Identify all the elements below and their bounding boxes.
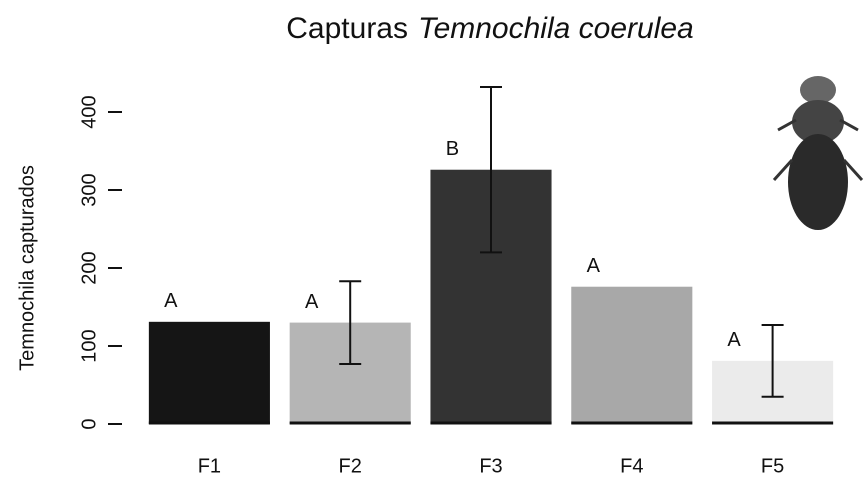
bar [149, 322, 270, 424]
y-tick-label: 300 [78, 173, 100, 206]
y-tick-label: 0 [78, 418, 100, 429]
bar [571, 287, 692, 424]
y-tick-label: 400 [78, 95, 100, 128]
y-axis-label: Temnochila capturados [16, 165, 38, 371]
title-main: Capturas [286, 12, 408, 45]
x-tick-label: F4 [620, 455, 643, 477]
significance-letter: A [727, 329, 741, 351]
significance-letter: A [587, 255, 601, 277]
x-tick-label: F1 [198, 455, 221, 477]
title-species: Temnochila coerulea [418, 12, 694, 45]
x-tick-label: F5 [761, 455, 784, 477]
beetle-image [774, 76, 862, 230]
y-tick-label: 200 [78, 251, 100, 284]
significance-letter: B [446, 138, 459, 160]
significance-letter: A [164, 290, 178, 312]
chart: Capturas Temnochila coerulea Temnochila c… [0, 0, 864, 480]
x-tick-label: F3 [479, 455, 502, 477]
y-tick-label: 100 [78, 329, 100, 362]
significance-letter: A [305, 291, 319, 313]
x-tick-label: F2 [339, 455, 362, 477]
chart-title: Capturas Temnochila coerulea [286, 12, 693, 45]
